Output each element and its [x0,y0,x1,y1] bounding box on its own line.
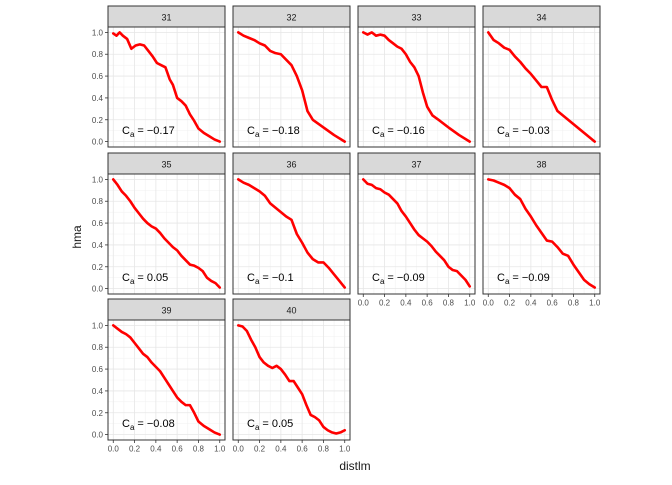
panel-annotation: Ca = −0.09 [497,272,550,286]
series-line [111,31,222,143]
panel-border [107,319,226,441]
y-tick-label: 0.6 [92,72,104,81]
x-tick-label: 0.6 [172,445,184,454]
facet-strip-label: 35 [161,160,171,170]
series-line [361,178,472,288]
x-tick-label: 0.2 [504,299,516,308]
x-tick-label: 0.4 [400,299,412,308]
y-tick-label: 0.4 [92,387,104,396]
x-tick-label: 0.6 [297,445,309,454]
x-tick-label: 0.8 [443,299,455,308]
panel-border [107,173,226,295]
series-line [361,31,472,143]
facet-strip-label: 34 [536,13,546,23]
facet-panel-37: 37 Ca = −0.09 0.0 0.2 0.4 0.6 0.8 1.0 [357,152,476,308]
series-line [111,178,222,289]
facet-strip-label: 39 [161,306,171,316]
x-tick-label: 0.8 [568,299,580,308]
panel-annotation: Ca = 0.05 [122,272,168,286]
facet-panel-33: 33 Ca = −0.16 [357,5,476,148]
panel-annotation: Ca = −0.1 [247,272,294,286]
y-tick-label: 0.8 [92,197,104,206]
x-tick-label: 0.0 [483,299,495,308]
y-tick-label: 0.2 [92,409,104,418]
panel-annotation: Ca = −0.16 [372,125,425,139]
x-tick-label: 0.4 [525,299,537,308]
y-tick-label: 0.6 [92,219,104,228]
y-tick-label: 0.8 [92,50,104,59]
facet-strip-label: 33 [411,13,421,23]
facet-strip-label: 32 [286,13,296,23]
panel-border [107,26,226,148]
y-tick-label: 0.6 [92,365,104,374]
y-tick-label: 1.0 [92,28,104,37]
facet-strip-label: 40 [286,306,296,316]
facet-panel-31: 31 Ca = −0.17 0.0 0.2 0.4 0.6 0.8 1.0 [92,5,226,148]
y-tick-label: 0.4 [92,94,104,103]
series-line [236,178,347,289]
x-axis-title: distlm [339,459,370,473]
x-tick-label: 1.0 [589,299,601,308]
x-tick-label: 0.0 [108,445,120,454]
x-tick-label: 1.0 [464,299,476,308]
series-line [486,31,597,143]
facet-strip-label: 37 [411,160,421,170]
y-tick-label: 0.0 [92,138,104,147]
x-tick-label: 0.4 [275,445,287,454]
facet-strip-label: 31 [161,13,171,23]
facet-panel-32: 32 Ca = −0.18 [232,5,351,148]
y-tick-label: 0.0 [92,285,104,294]
x-tick-label: 0.4 [150,445,162,454]
panel-annotation: Ca = −0.09 [372,272,425,286]
series-line [111,324,222,436]
panels-layer: 31 Ca = −0.17 0.0 0.2 0.4 0.6 0.8 1.0 32 Ca = −0.18… [92,5,601,454]
panel-annotation: Ca = −0.17 [122,125,175,139]
y-tick-label: 0.8 [92,343,104,352]
y-tick-label: 0.2 [92,116,104,125]
x-tick-label: 0.6 [422,299,434,308]
facet-strip-label: 38 [536,160,546,170]
facet-panel-39: 39 Ca = −0.08 0.0 0.2 0.4 0.6 0.8 1.0 0.0 0.2 0.4 0.… [92,298,226,454]
facet-panel-40: 40 Ca = 0.05 0.0 0.2 0.4 0.6 0.8 1.0 [232,298,351,454]
series-line [486,178,597,289]
facet-panel-36: 36 Ca = −0.1 [232,152,351,295]
panel-border [232,173,351,295]
x-tick-label: 0.2 [254,445,266,454]
x-tick-label: 0.2 [379,299,391,308]
panel-border [482,173,601,295]
panel-border [232,319,351,441]
facet-panel-38: 38 Ca = −0.09 0.0 0.2 0.4 0.6 0.8 1.0 [482,152,601,308]
facet-strip-label: 36 [286,160,296,170]
panel-annotation: Ca = −0.18 [247,125,300,139]
x-tick-label: 1.0 [214,445,226,454]
x-tick-label: 0.8 [318,445,330,454]
panel-border [482,26,601,148]
panel-border [357,173,476,295]
y-tick-label: 0.0 [92,431,104,440]
x-tick-label: 0.0 [358,299,370,308]
x-tick-label: 1.0 [339,445,351,454]
panel-border [357,26,476,148]
y-tick-label: 1.0 [92,175,104,184]
panel-annotation: Ca = 0.05 [247,418,293,432]
x-tick-label: 0.0 [233,445,245,454]
series-line [236,324,347,435]
panel-annotation: Ca = −0.08 [122,418,175,432]
x-tick-label: 0.8 [193,445,205,454]
facet-panel-34: 34 Ca = −0.03 [482,5,601,148]
panel-annotation: Ca = −0.03 [497,125,550,139]
y-tick-label: 0.2 [92,263,104,272]
series-line [236,31,347,143]
y-axis-title: hma [70,225,84,249]
y-tick-label: 1.0 [92,321,104,330]
x-tick-label: 0.2 [129,445,141,454]
facet-panel-35: 35 Ca = 0.05 0.0 0.2 0.4 0.6 0.8 1.0 [92,152,226,295]
panel-border [232,26,351,148]
y-tick-label: 0.4 [92,241,104,250]
x-tick-label: 0.6 [547,299,559,308]
